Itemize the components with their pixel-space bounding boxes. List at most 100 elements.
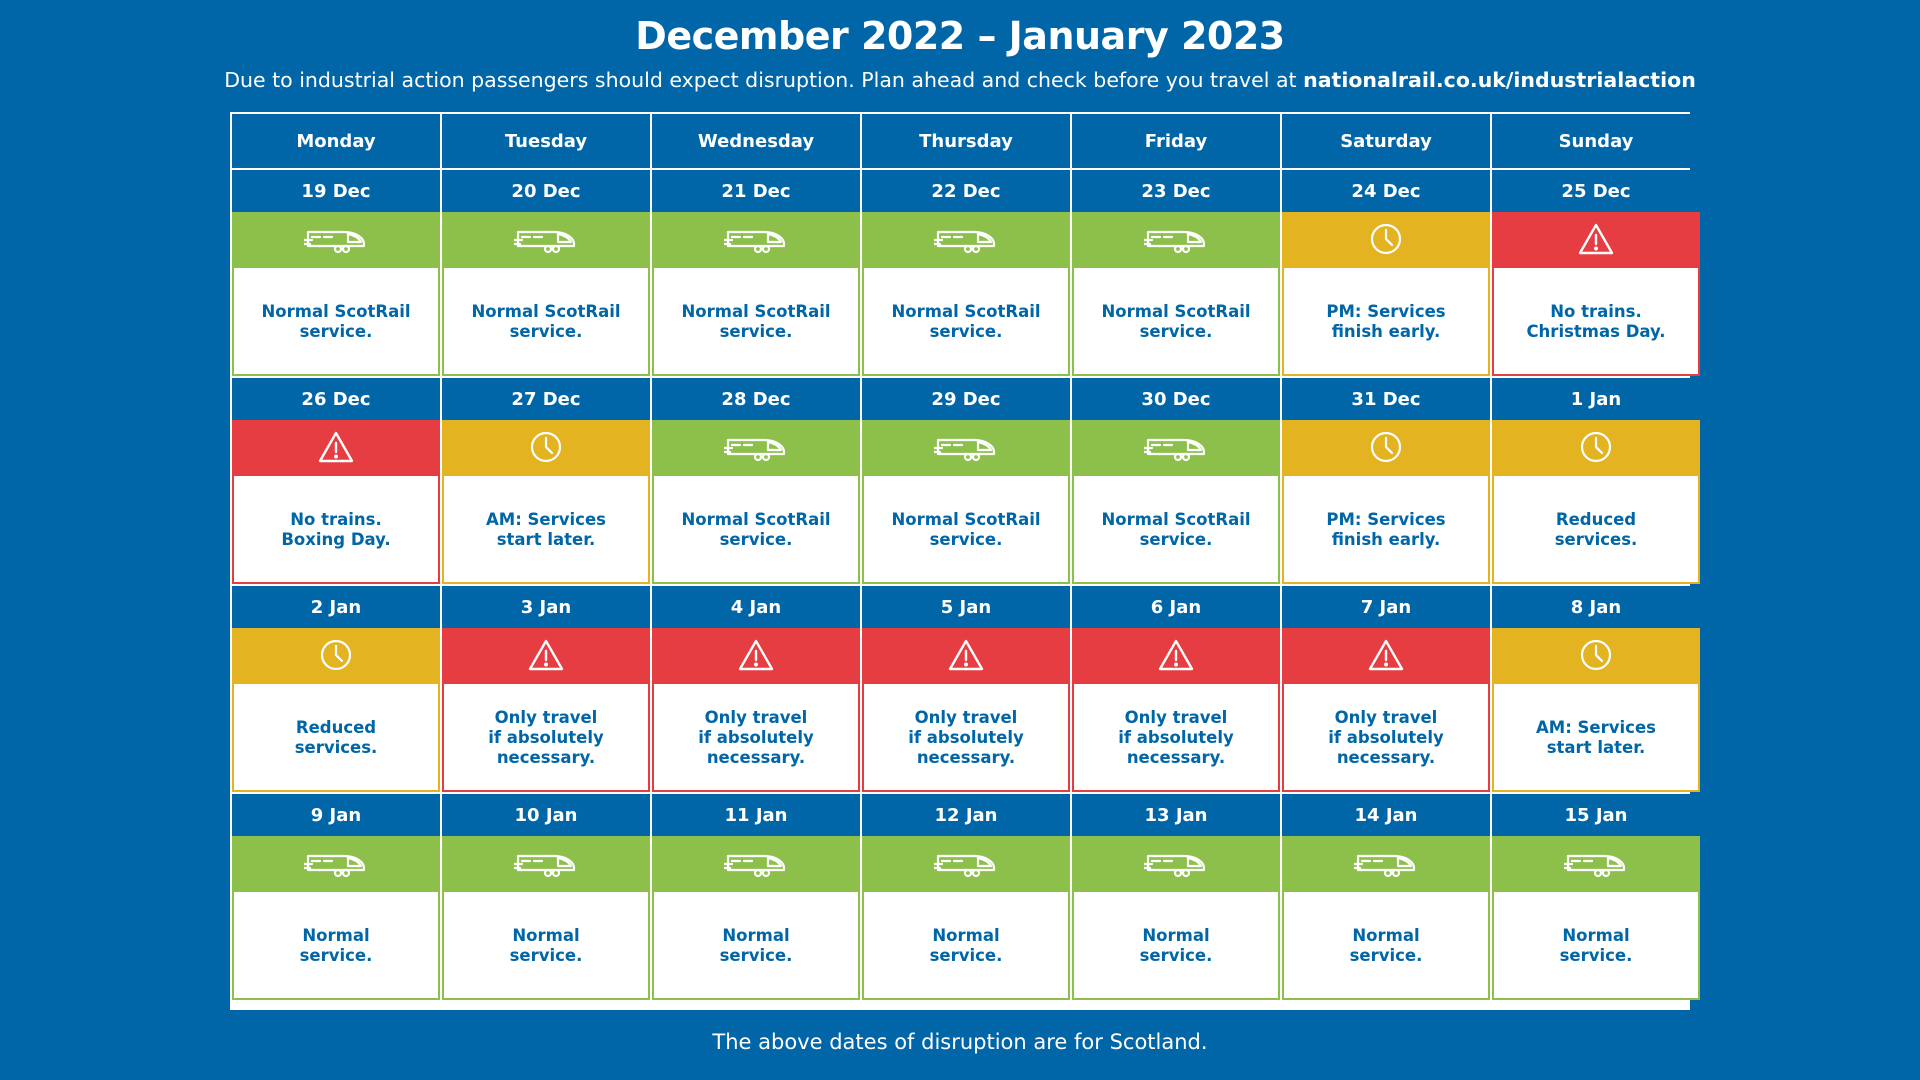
- status-band: [1074, 630, 1278, 684]
- day-status-cell: Normal ScotRail service.: [862, 212, 1070, 376]
- date-label: 24 Dec: [1282, 170, 1490, 212]
- clock-icon: [529, 430, 563, 468]
- status-band: [1284, 214, 1488, 268]
- status-message: PM: Services finish early.: [1326, 302, 1446, 341]
- status-band: [864, 422, 1068, 476]
- page-subtitle: Due to industrial action passengers shou…: [0, 68, 1920, 92]
- day-status-cell: Reduced services.: [232, 628, 440, 792]
- clock-icon: [319, 638, 353, 676]
- status-band: [444, 630, 648, 684]
- date-label: 21 Dec: [652, 170, 860, 212]
- date-label: 19 Dec: [232, 170, 440, 212]
- status-message: Normal service.: [1559, 926, 1633, 965]
- train-icon: [1352, 848, 1418, 882]
- status-band: [234, 214, 438, 268]
- page-title: December 2022 – January 2023: [635, 14, 1285, 58]
- train-icon: [722, 432, 788, 466]
- weekday-header-saturday: Saturday: [1282, 114, 1490, 168]
- industrial-action-link[interactable]: nationalrail.co.uk/industrialaction: [1303, 68, 1696, 92]
- day-status-cell: Normal ScotRail service.: [1072, 212, 1280, 376]
- weekday-header-friday: Friday: [1072, 114, 1280, 168]
- warning-icon: [1158, 638, 1194, 676]
- status-band: [1494, 422, 1698, 476]
- day-status-cell: No trains. Christmas Day.: [1492, 212, 1700, 376]
- weekday-header-tuesday: Tuesday: [442, 114, 650, 168]
- status-message: AM: Services start later.: [1536, 718, 1656, 757]
- train-icon: [1142, 224, 1208, 258]
- status-band: [864, 630, 1068, 684]
- day-status-cell: Normal ScotRail service.: [442, 212, 650, 376]
- day-status-cell: Normal service.: [1282, 836, 1490, 1000]
- status-band: [1494, 214, 1698, 268]
- date-label: 5 Jan: [862, 586, 1070, 628]
- status-message: Normal service.: [719, 926, 793, 965]
- date-label: 9 Jan: [232, 794, 440, 836]
- day-status-cell: Only travel if absolutely necessary.: [652, 628, 860, 792]
- date-label: 20 Dec: [442, 170, 650, 212]
- date-label: 23 Dec: [1072, 170, 1280, 212]
- status-message: No trains. Boxing Day.: [281, 510, 391, 549]
- date-label: 27 Dec: [442, 378, 650, 420]
- day-status-cell: Normal ScotRail service.: [232, 212, 440, 376]
- status-message: Only travel if absolutely necessary.: [488, 708, 604, 767]
- disruption-calendar: Monday Tuesday Wednesday Thursday Friday Satu…: [230, 112, 1700, 1010]
- status-message: Normal ScotRail service.: [681, 302, 831, 341]
- weekday-header-wednesday: Wednesday: [652, 114, 860, 168]
- status-message: Normal service.: [299, 926, 373, 965]
- warning-icon: [318, 430, 354, 468]
- date-label: 14 Jan: [1282, 794, 1490, 836]
- status-band: [1284, 630, 1488, 684]
- date-label: 25 Dec: [1492, 170, 1700, 212]
- status-message: Normal service.: [929, 926, 1003, 965]
- status-message: Normal service.: [1349, 926, 1423, 965]
- day-status-cell: PM: Services finish early.: [1282, 420, 1490, 584]
- warning-icon: [1578, 222, 1614, 260]
- train-icon: [1562, 848, 1628, 882]
- day-status-cell: PM: Services finish early.: [1282, 212, 1490, 376]
- train-icon: [722, 848, 788, 882]
- warning-icon: [738, 638, 774, 676]
- status-band: [1284, 422, 1488, 476]
- train-icon: [1142, 848, 1208, 882]
- day-status-cell: Only travel if absolutely necessary.: [1072, 628, 1280, 792]
- date-label: 22 Dec: [862, 170, 1070, 212]
- status-message: Only travel if absolutely necessary.: [1328, 708, 1444, 767]
- status-message: Normal service.: [1139, 926, 1213, 965]
- status-message: AM: Services start later.: [486, 510, 606, 549]
- date-label: 2 Jan: [232, 586, 440, 628]
- status-message: Normal ScotRail service.: [681, 510, 831, 549]
- status-band: [234, 422, 438, 476]
- clock-icon: [1369, 430, 1403, 468]
- weekday-header-sunday: Sunday: [1492, 114, 1700, 168]
- train-icon: [932, 224, 998, 258]
- clock-icon: [1369, 222, 1403, 260]
- date-label: 6 Jan: [1072, 586, 1280, 628]
- warning-icon: [528, 638, 564, 676]
- date-label: 10 Jan: [442, 794, 650, 836]
- day-status-cell: Normal service.: [862, 836, 1070, 1000]
- date-label: 7 Jan: [1282, 586, 1490, 628]
- day-status-cell: AM: Services start later.: [442, 420, 650, 584]
- status-band: [1494, 630, 1698, 684]
- footer-note: The above dates of disruption are for Sc…: [712, 1030, 1208, 1054]
- day-status-cell: Normal ScotRail service.: [1072, 420, 1280, 584]
- status-message: Normal ScotRail service.: [261, 302, 411, 341]
- day-status-cell: Normal ScotRail service.: [652, 212, 860, 376]
- day-status-cell: Normal service.: [1492, 836, 1700, 1000]
- status-message: No trains. Christmas Day.: [1526, 302, 1666, 341]
- status-message: PM: Services finish early.: [1326, 510, 1446, 549]
- train-icon: [932, 432, 998, 466]
- warning-icon: [948, 638, 984, 676]
- day-status-cell: Normal ScotRail service.: [862, 420, 1070, 584]
- status-message: Reduced services.: [294, 718, 378, 757]
- weekday-header-monday: Monday: [232, 114, 440, 168]
- day-status-cell: Normal service.: [232, 836, 440, 1000]
- day-status-cell: AM: Services start later.: [1492, 628, 1700, 792]
- day-status-cell: Normal service.: [442, 836, 650, 1000]
- status-band: [864, 214, 1068, 268]
- clock-icon: [1579, 638, 1613, 676]
- subtitle-text: Due to industrial action passengers shou…: [224, 68, 1304, 92]
- day-status-cell: Normal service.: [652, 836, 860, 1000]
- date-label: 12 Jan: [862, 794, 1070, 836]
- day-status-cell: Normal service.: [1072, 836, 1280, 1000]
